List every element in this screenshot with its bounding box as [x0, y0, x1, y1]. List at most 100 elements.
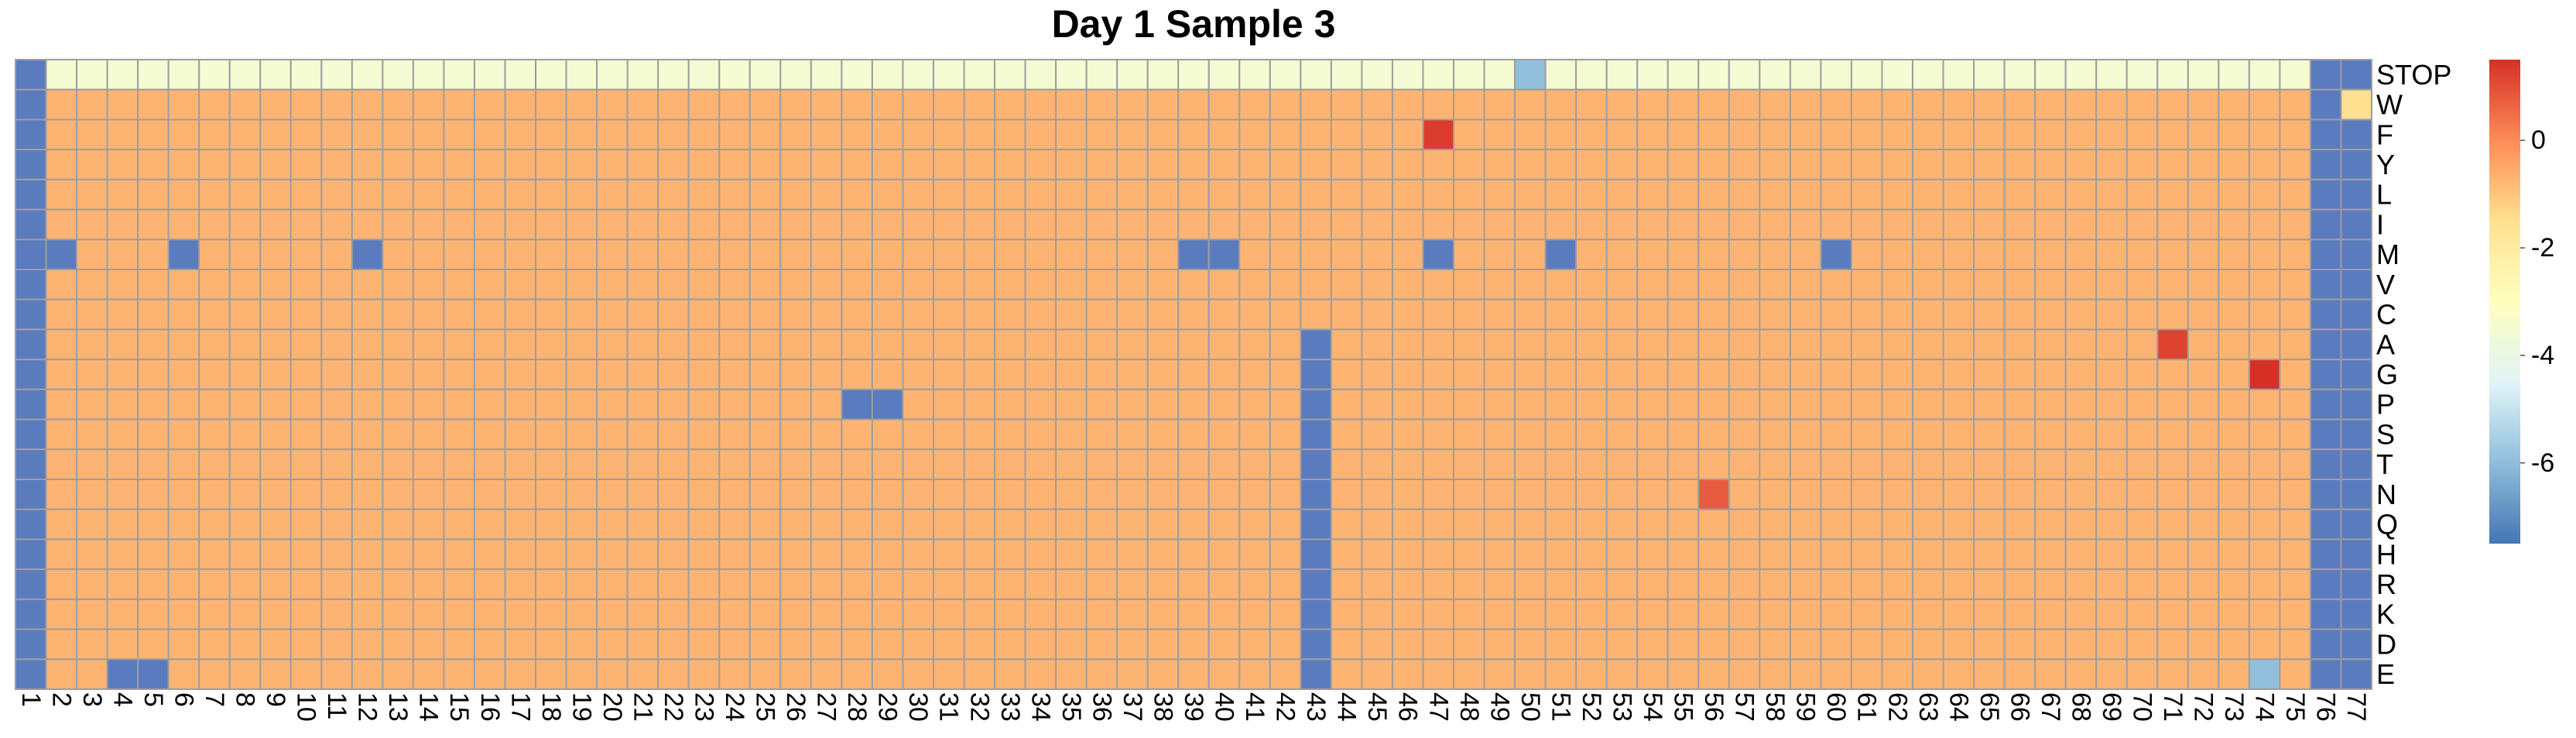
heatmap-cell — [1269, 628, 1302, 661]
heatmap-cell — [932, 508, 965, 541]
heatmap-cell — [1728, 239, 1761, 271]
heatmap-cell — [1697, 628, 1730, 661]
heatmap-cell — [779, 269, 812, 300]
heatmap-cell — [596, 178, 629, 211]
heatmap-cell — [2218, 418, 2250, 451]
heatmap-cell — [1544, 239, 1577, 271]
heatmap-cell — [1422, 448, 1455, 480]
heatmap-cell — [473, 208, 506, 241]
heatmap-cell — [1391, 239, 1424, 271]
x-tick-label: 73 — [2219, 692, 2249, 722]
heatmap-cell — [1453, 448, 1485, 480]
heatmap-cell — [871, 598, 904, 630]
x-tick-label: 5 — [139, 692, 168, 707]
heatmap-cell — [1942, 418, 1975, 451]
heatmap-cell — [1024, 88, 1057, 121]
heatmap-cell — [1759, 598, 1791, 630]
x-tick-label: 12 — [353, 692, 382, 722]
heatmap-cell — [1238, 568, 1271, 600]
heatmap-cell — [1912, 448, 1944, 480]
heatmap-cell — [1789, 508, 1822, 541]
heatmap-cell — [2340, 418, 2372, 451]
heatmap-cell — [1667, 418, 1700, 451]
heatmap-cell — [1483, 239, 1516, 271]
heatmap-cell — [228, 628, 262, 661]
heatmap-cell — [228, 538, 262, 571]
heatmap-cell — [2156, 479, 2189, 510]
heatmap-cell — [2340, 208, 2372, 241]
heatmap-cell — [473, 479, 506, 510]
heatmap-cell — [443, 598, 475, 630]
heatmap-cell — [198, 359, 231, 390]
heatmap-cell — [1667, 208, 1700, 241]
heatmap-cell — [2187, 598, 2220, 630]
heatmap-cell — [2218, 269, 2250, 300]
heatmap-cell — [504, 149, 537, 180]
heatmap-cell — [1024, 269, 1057, 300]
heatmap-cell — [1912, 178, 1944, 211]
heatmap-cell — [779, 448, 812, 480]
heatmap-cell — [810, 628, 843, 661]
heatmap-cell — [1146, 508, 1180, 541]
heatmap-cell — [412, 328, 445, 361]
heatmap-cell — [2156, 628, 2189, 661]
heatmap-cell — [687, 59, 721, 91]
x-tick-label: 55 — [1669, 692, 1698, 722]
x-tick-label: 59 — [1791, 692, 1821, 722]
heatmap-cell — [1575, 359, 1608, 390]
heatmap-cell — [1085, 388, 1118, 420]
heatmap-cell — [2309, 269, 2342, 300]
heatmap-cell — [718, 269, 751, 300]
heatmap-cell — [228, 658, 262, 690]
heatmap-cell — [2340, 628, 2372, 661]
heatmap-cell — [2003, 418, 2036, 451]
heatmap-cell — [259, 628, 292, 661]
x-tick-label: 27 — [812, 692, 841, 722]
heatmap-cell — [902, 538, 934, 571]
heatmap-cell — [351, 239, 384, 271]
heatmap-cell — [504, 298, 537, 331]
heatmap-cell — [994, 658, 1026, 690]
heatmap-cell — [1636, 328, 1669, 361]
heatmap-cell — [1422, 118, 1455, 151]
heatmap-cell — [1116, 538, 1149, 571]
heatmap-cell — [1973, 658, 2006, 690]
heatmap-cell — [1667, 328, 1700, 361]
heatmap-cell — [1024, 508, 1057, 541]
x-tick-label: 77 — [2341, 692, 2371, 722]
heatmap-cell — [45, 628, 78, 661]
y-tick-label: STOP — [2376, 59, 2451, 91]
heatmap-cell — [1116, 418, 1149, 451]
heatmap-cell — [1238, 658, 1271, 690]
heatmap-cell — [1912, 568, 1944, 600]
heatmap-cell — [871, 568, 904, 600]
heatmap-cell — [1238, 418, 1271, 451]
heatmap-cell — [167, 508, 200, 541]
heatmap-cell — [1361, 88, 1393, 121]
heatmap-cell — [45, 388, 78, 420]
heatmap-cell — [1055, 658, 1088, 690]
heatmap-cell — [841, 359, 873, 390]
heatmap-cell — [1912, 508, 1944, 541]
heatmap-cell — [320, 269, 353, 300]
heatmap-cell — [15, 628, 47, 661]
heatmap-cell — [1912, 298, 1944, 331]
heatmap-cell — [412, 208, 445, 241]
heatmap-cell — [1208, 118, 1241, 151]
heatmap-cell — [1208, 538, 1241, 571]
heatmap-cell — [1208, 359, 1241, 390]
heatmap-cell — [289, 538, 323, 571]
heatmap-cell — [1759, 118, 1791, 151]
heatmap-cell — [1422, 239, 1455, 271]
heatmap-cell — [228, 239, 262, 271]
heatmap-cell — [2034, 508, 2067, 541]
heatmap-cell — [1728, 149, 1761, 180]
heatmap-cell — [1636, 178, 1669, 211]
x-tick-label: 28 — [842, 692, 872, 722]
heatmap-cell — [1269, 418, 1302, 451]
heatmap-cell — [963, 418, 996, 451]
heatmap-cell — [15, 388, 47, 420]
heatmap-cell — [1636, 479, 1669, 510]
heatmap-cell — [1514, 359, 1547, 390]
heatmap-cell — [1269, 508, 1302, 541]
